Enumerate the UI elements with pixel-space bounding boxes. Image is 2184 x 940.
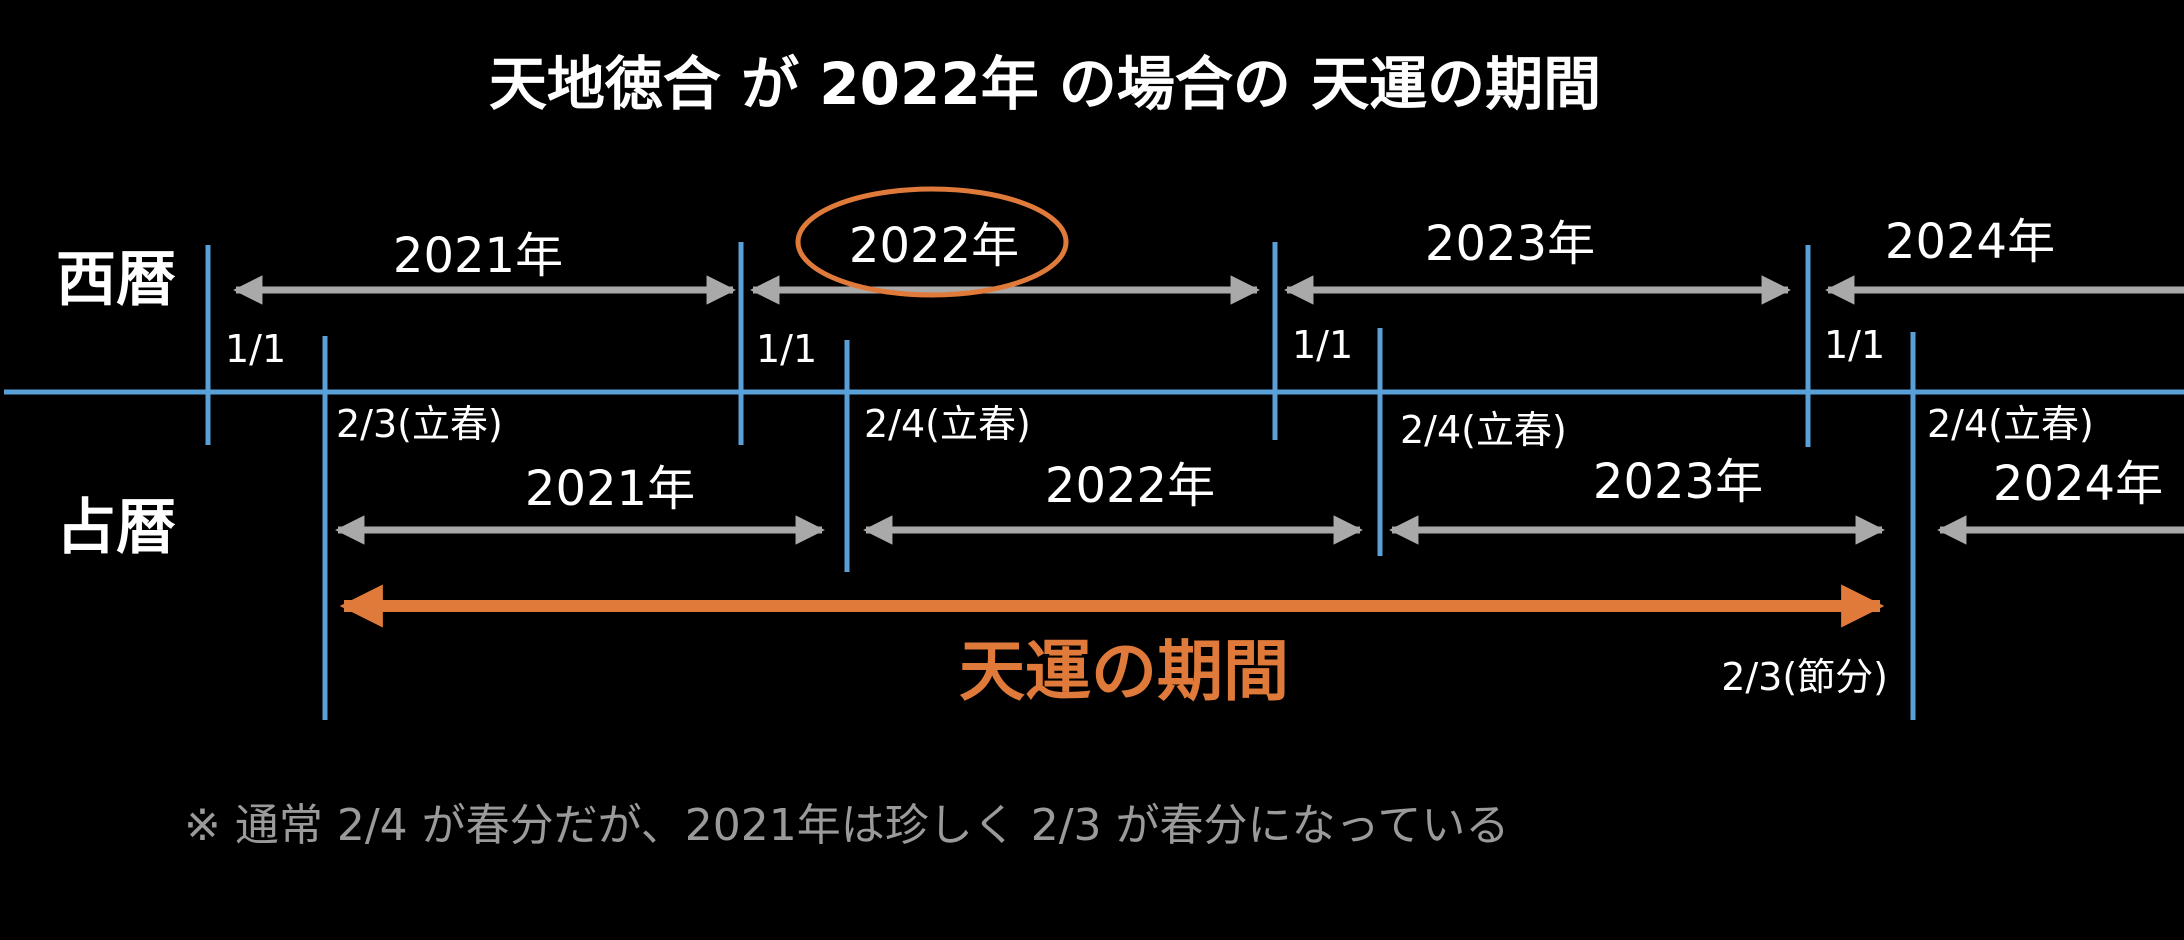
row-label-western: 西暦 (56, 245, 176, 315)
row-label-fortune: 占暦 (56, 493, 176, 563)
fortune-date-label-2024: 2/4(立春) (1927, 402, 2094, 446)
western-date-label-2022: 1/1 (756, 327, 817, 371)
fortune-date-label-2023: 2/4(立春) (1400, 408, 1567, 452)
western-year-label-2022: 2022年 (849, 218, 1019, 274)
fortune-year-label-2021: 2021年 (525, 461, 695, 517)
fortune-date-label-2021: 2/3(立春) (336, 402, 503, 446)
western-date-label-2023: 1/1 (1292, 323, 1353, 367)
tenun-period-label: 天運の期間 (959, 633, 1289, 710)
western-date-label-2021: 1/1 (225, 327, 286, 371)
footnote: ※ 通常 2/4 が春分だが、2021年は珍しく 2/3 が春分になっている (184, 800, 1509, 851)
highlight-circle-2022 (795, 186, 1069, 298)
fortune-year-label-2023: 2023年 (1593, 454, 1763, 510)
fortune-date-label-2022: 2/4(立春) (864, 402, 1031, 446)
western-year-label-2024: 2024年 (1885, 214, 2055, 270)
tenun-end-date-label: 2/3(節分) (1721, 655, 1888, 699)
diagram-title: 天地徳合 が 2022年 の場合の 天運の期間 (489, 50, 1601, 118)
western-year-label-2021: 2021年 (393, 228, 563, 284)
fortune-year-label-2022: 2022年 (1045, 458, 1215, 514)
western-year-label-2023: 2023年 (1425, 216, 1595, 272)
fortune-year-label-2024: 2024年 (1993, 456, 2163, 512)
western-date-label-2024: 1/1 (1824, 323, 1885, 367)
